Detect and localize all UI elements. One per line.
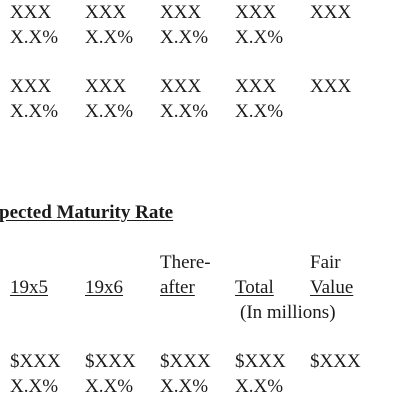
- middle-row1-cell-5: XXX: [310, 76, 352, 97]
- header-fair-value-line2: Value: [310, 277, 354, 298]
- bottom-row1-cell-3: $XXX: [160, 351, 211, 372]
- section-heading: pected Maturity Rate: [0, 202, 174, 223]
- header-19x6: 19x6: [85, 277, 123, 298]
- middle-row2-cell-1: X.X%: [10, 101, 59, 122]
- top-row2-cell-1: X.X%: [10, 27, 59, 48]
- bottom-row1-cell-2: $XXX: [85, 351, 136, 372]
- header-thereafter-line2: after: [160, 277, 195, 298]
- middle-row1-cell-3: XXX: [160, 76, 202, 97]
- middle-row1-cell-4: XXX: [235, 76, 277, 97]
- middle-row1-cell-1: XXX: [10, 76, 52, 97]
- header-total: Total: [235, 277, 274, 298]
- bottom-row1-cell-4: $XXX: [235, 351, 286, 372]
- bottom-row1-cell-1: $XXX: [10, 351, 61, 372]
- bottom-row1-cell-5: $XXX: [310, 351, 361, 372]
- top-row1-cell-1: XXX: [10, 2, 52, 23]
- top-row1-cell-2: XXX: [85, 2, 127, 23]
- bottom-row2-cell-2: X.X%: [85, 376, 134, 397]
- middle-row2-cell-3: X.X%: [160, 101, 209, 122]
- top-row2-cell-4: X.X%: [235, 27, 284, 48]
- header-thereafter-line1: There-: [160, 252, 211, 273]
- middle-row2-cell-2: X.X%: [85, 101, 134, 122]
- middle-row2-cell-4: X.X%: [235, 101, 284, 122]
- header-fair-line1: Fair: [310, 252, 341, 273]
- bottom-row2-cell-3: X.X%: [160, 376, 209, 397]
- header-19x5: 19x5: [10, 277, 48, 298]
- top-row2-cell-3: X.X%: [160, 27, 209, 48]
- bottom-row2-cell-1: X.X%: [10, 376, 59, 397]
- top-row1-cell-4: XXX: [235, 2, 277, 23]
- middle-row1-cell-2: XXX: [85, 76, 127, 97]
- top-row1-cell-3: XXX: [160, 2, 202, 23]
- units-label: (In millions): [240, 302, 336, 323]
- bottom-row2-cell-4: X.X%: [235, 376, 284, 397]
- top-row1-cell-5: XXX: [310, 2, 352, 23]
- top-row2-cell-2: X.X%: [85, 27, 134, 48]
